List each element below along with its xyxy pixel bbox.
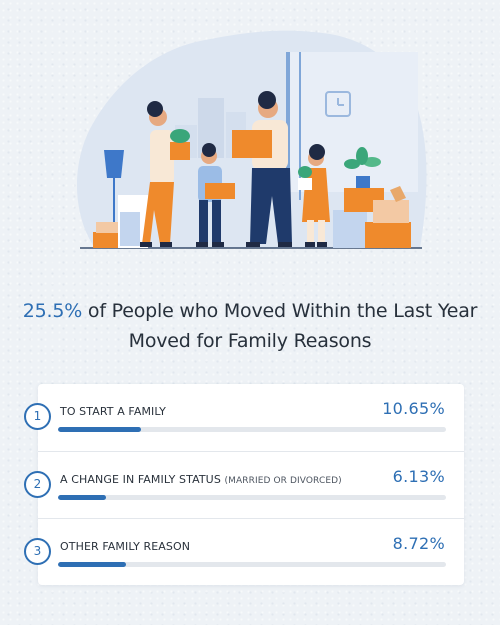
headline-line-1-text: of People who Moved Within the Last Year bbox=[82, 300, 478, 322]
reason-row-1: 1 TO START A FAMILY 10.65% bbox=[24, 384, 464, 451]
progress-fill bbox=[58, 495, 106, 500]
girl-figure bbox=[298, 144, 330, 247]
potted-plant bbox=[356, 176, 370, 188]
reason-value: 8.72% bbox=[392, 534, 445, 553]
boy-figure bbox=[196, 143, 235, 247]
reasons-card: 1 TO START A FAMILY 10.65% 2 A CHANGE IN… bbox=[24, 384, 464, 585]
reason-row-3: 3 OTHER FAMILY REASON 8.72% bbox=[24, 518, 464, 585]
floor-lamp bbox=[104, 150, 124, 178]
reason-label-text: OTHER FAMILY REASON bbox=[60, 540, 191, 553]
reason-label: TO START A FAMILY bbox=[60, 405, 166, 418]
family-moving-illustration bbox=[76, 30, 427, 249]
progress-fill bbox=[58, 562, 126, 567]
reason-label-text: TO START A FAMILY bbox=[60, 405, 166, 418]
headline: 25.5% of People who Moved Within the Las… bbox=[0, 296, 500, 356]
wall-clock-icon bbox=[325, 91, 351, 117]
progress-fill bbox=[58, 427, 141, 432]
reason-value: 10.65% bbox=[382, 399, 445, 418]
box bbox=[93, 232, 125, 248]
reason-value: 6.13% bbox=[392, 467, 445, 486]
reason-label: OTHER FAMILY REASON bbox=[60, 540, 190, 553]
man-figure bbox=[232, 91, 292, 247]
progress-track bbox=[58, 427, 446, 432]
woman-figure bbox=[140, 101, 190, 247]
headline-percentage: 25.5% bbox=[22, 300, 83, 322]
reason-label: A CHANGE IN FAMILY STATUS (MARRIED OR DI… bbox=[60, 473, 342, 486]
stacked-boxes bbox=[333, 210, 367, 248]
headline-line-2: Moved for Family Reasons bbox=[128, 330, 372, 352]
progress-track bbox=[58, 495, 446, 500]
reason-row-2: 2 A CHANGE IN FAMILY STATUS (MARRIED OR … bbox=[24, 451, 464, 518]
row-number-badge: 2 bbox=[24, 471, 51, 498]
row-number-badge: 3 bbox=[24, 538, 51, 565]
row-number-badge: 1 bbox=[24, 403, 51, 430]
progress-track bbox=[58, 562, 446, 567]
headline-line-1: 25.5% of People who Moved Within the Las… bbox=[0, 296, 500, 326]
reason-label-text: A CHANGE IN FAMILY STATUS bbox=[60, 473, 221, 486]
reason-label-note: (MARRIED OR DIVORCED) bbox=[224, 476, 342, 486]
